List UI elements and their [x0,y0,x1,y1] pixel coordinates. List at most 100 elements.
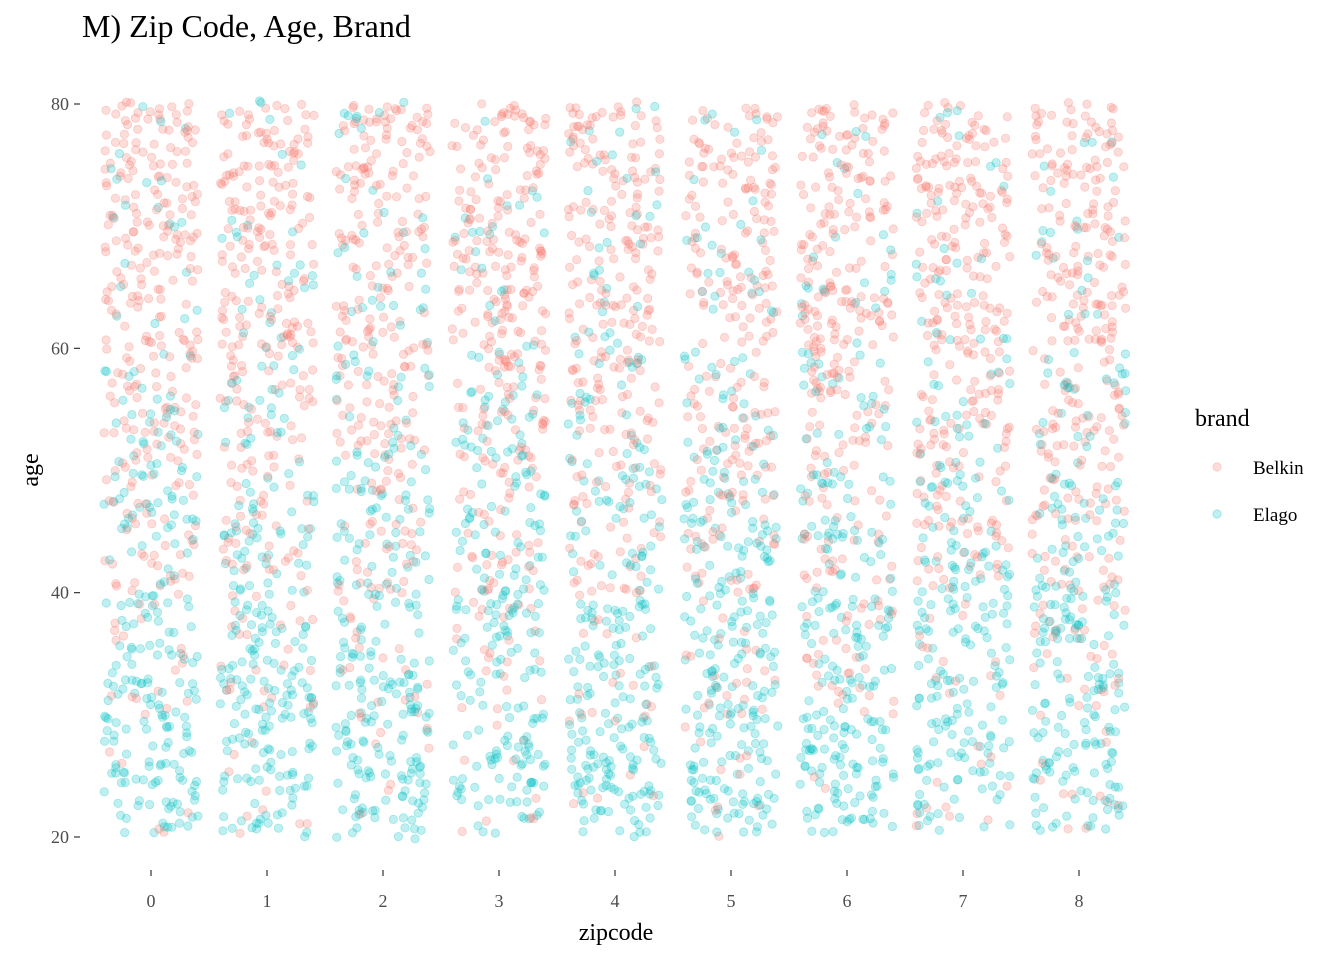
data-point [393,468,404,479]
data-point [450,118,460,128]
data-point [1035,508,1045,519]
data-point [569,578,579,588]
data-point [961,410,971,420]
data-point [757,693,767,703]
data-point [698,338,708,349]
data-point [655,517,665,527]
data-point [491,749,502,759]
data-point [288,178,298,188]
data-point [366,717,376,727]
data-point [423,345,433,355]
data-point [307,240,317,250]
data-point [107,281,117,292]
data-point [715,423,725,433]
data-point [152,381,162,392]
data-point [802,573,812,584]
data-point [684,157,694,167]
data-point [564,212,574,222]
data-point [1074,700,1084,711]
data-point [462,504,473,514]
data-point [137,470,147,480]
data-point [103,296,114,306]
data-point [651,754,661,764]
data-point [289,268,299,278]
data-point [830,516,840,526]
data-point [127,585,137,596]
data-point [598,782,608,793]
data-point [743,746,754,756]
data-point [241,478,251,489]
data-point [352,545,362,555]
data-point [470,262,480,272]
data-point [600,155,611,165]
data-point [460,656,471,666]
data-point [460,440,470,450]
data-point [456,638,466,648]
data-point [475,226,485,237]
data-point [215,699,225,709]
data-point [295,385,305,395]
data-point [692,233,702,243]
data-point [750,103,760,114]
data-point [483,226,493,236]
data-point [975,334,986,344]
data-point [232,481,242,491]
data-point [496,111,507,122]
data-point [737,300,747,311]
data-point [101,712,111,723]
data-point [526,141,536,151]
data-point [616,741,626,751]
data-point [742,664,752,674]
data-point [356,412,366,423]
data-point [398,709,408,719]
data-point [723,786,733,796]
data-point [499,612,509,622]
data-point [276,427,286,437]
data-point [877,724,887,735]
data-point [503,731,513,741]
data-point [408,408,418,418]
data-point [341,335,351,345]
data-point [477,604,487,615]
data-point [119,129,130,139]
data-point [632,438,642,448]
data-point [126,98,136,108]
data-point [641,699,651,710]
data-point [773,721,783,731]
data-point [738,476,749,486]
data-point [230,597,240,607]
data-point [987,609,997,619]
data-point [248,518,259,528]
data-point [384,259,394,269]
data-point [540,393,550,404]
data-point [879,404,889,414]
data-point [637,599,647,610]
data-point [616,380,627,390]
data-point [282,329,292,339]
data-point [457,826,467,837]
data-point [226,361,236,371]
data-point [655,174,665,185]
data-point [880,261,890,272]
data-point [708,534,718,544]
data-point [686,796,697,807]
data-point [136,614,146,624]
data-point [1067,145,1077,155]
data-point [912,701,922,711]
data-point [262,553,272,563]
data-point [374,583,384,593]
data-point [193,265,203,275]
data-point [474,213,485,223]
data-point [252,824,262,834]
data-point [486,501,497,512]
data-point [573,788,583,798]
data-point [642,434,653,444]
data-point [940,477,950,487]
data-point [812,567,822,577]
data-point [1046,110,1057,120]
data-point [498,468,508,478]
data-point [1043,449,1054,459]
data-point [154,312,165,322]
data-point [155,638,165,648]
data-point [690,630,700,640]
